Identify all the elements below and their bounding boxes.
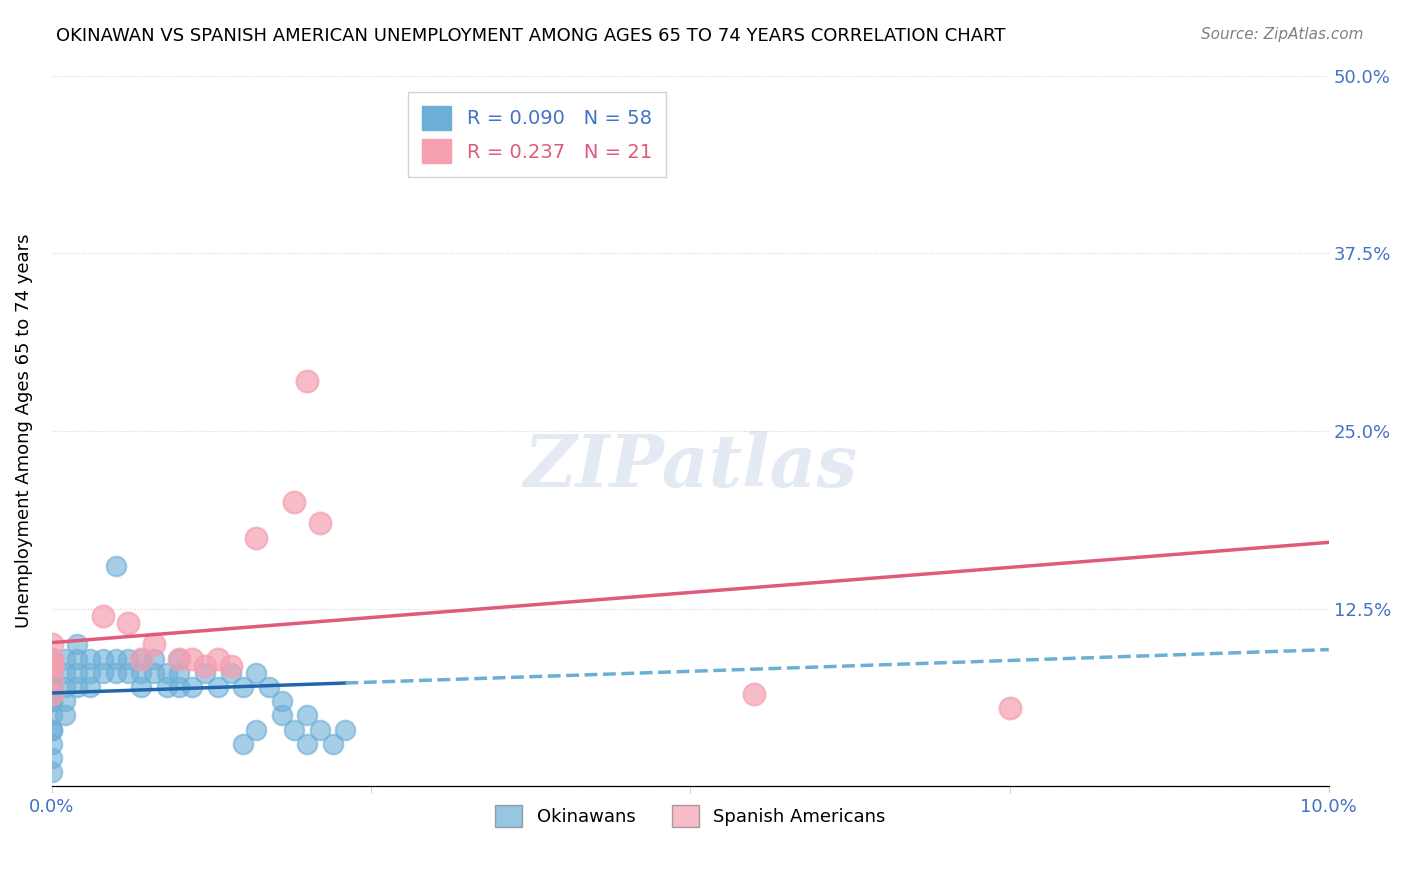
Point: [79, 680, 101, 694]
Point: [295, 708, 318, 723]
Point: [270, 708, 292, 723]
Point: [309, 516, 332, 531]
Point: [79, 651, 101, 665]
Point: [41, 658, 63, 673]
Point: [53, 680, 76, 694]
Point: [742, 687, 765, 701]
Point: [41, 665, 63, 680]
Point: [41, 658, 63, 673]
Point: [156, 665, 179, 680]
Point: [41, 765, 63, 780]
Point: [129, 651, 152, 665]
Point: [129, 680, 152, 694]
Point: [142, 665, 165, 680]
Point: [169, 680, 191, 694]
Point: [169, 651, 191, 665]
Point: [91, 651, 114, 665]
Point: [53, 694, 76, 708]
Point: [245, 665, 267, 680]
Point: [219, 658, 242, 673]
Point: [142, 637, 165, 651]
Point: [104, 665, 127, 680]
Point: [41, 680, 63, 694]
Point: [53, 665, 76, 680]
Legend: Okinawans, Spanish Americans: Okinawans, Spanish Americans: [488, 797, 893, 834]
Point: [207, 680, 229, 694]
Point: [41, 651, 63, 665]
Point: [181, 651, 204, 665]
Point: [66, 651, 89, 665]
Point: [335, 723, 357, 737]
Point: [66, 680, 89, 694]
Point: [245, 531, 267, 545]
Point: [142, 651, 165, 665]
Point: [41, 737, 63, 751]
Point: [104, 651, 127, 665]
Point: [41, 637, 63, 651]
Point: [283, 723, 305, 737]
Point: [270, 694, 292, 708]
Point: [41, 694, 63, 708]
Point: [66, 637, 89, 651]
Point: [232, 737, 254, 751]
Point: [245, 723, 267, 737]
Point: [41, 723, 63, 737]
Point: [283, 495, 305, 509]
Point: [104, 559, 127, 574]
Point: [41, 723, 63, 737]
Point: [129, 651, 152, 665]
Point: [53, 708, 76, 723]
Point: [66, 665, 89, 680]
Point: [156, 680, 179, 694]
Point: [41, 751, 63, 765]
Point: [232, 680, 254, 694]
Point: [207, 651, 229, 665]
Point: [41, 708, 63, 723]
Text: Source: ZipAtlas.com: Source: ZipAtlas.com: [1201, 27, 1364, 42]
Point: [169, 651, 191, 665]
Point: [295, 374, 318, 388]
Point: [322, 737, 344, 751]
Text: OKINAWAN VS SPANISH AMERICAN UNEMPLOYMENT AMONG AGES 65 TO 74 YEARS CORRELATION : OKINAWAN VS SPANISH AMERICAN UNEMPLOYMEN…: [56, 27, 1005, 45]
Point: [41, 680, 63, 694]
Point: [53, 651, 76, 665]
Point: [41, 651, 63, 665]
Point: [41, 694, 63, 708]
Point: [91, 665, 114, 680]
Point: [194, 665, 217, 680]
Point: [79, 665, 101, 680]
Point: [117, 665, 139, 680]
Point: [309, 723, 332, 737]
Point: [117, 615, 139, 630]
Point: [194, 658, 217, 673]
Point: [91, 608, 114, 623]
Point: [257, 680, 280, 694]
Point: [169, 665, 191, 680]
Point: [129, 665, 152, 680]
Point: [41, 687, 63, 701]
Y-axis label: Unemployment Among Ages 65 to 74 years: Unemployment Among Ages 65 to 74 years: [15, 234, 32, 628]
Point: [295, 737, 318, 751]
Point: [41, 673, 63, 687]
Text: ZIPatlas: ZIPatlas: [523, 431, 858, 502]
Point: [181, 680, 204, 694]
Point: [219, 665, 242, 680]
Point: [998, 701, 1021, 715]
Point: [117, 651, 139, 665]
